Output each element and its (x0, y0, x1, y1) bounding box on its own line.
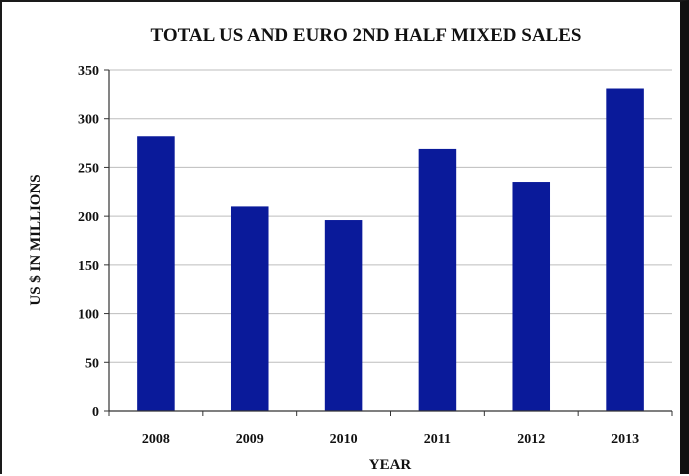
x-tick-label: 2010 (330, 432, 358, 447)
bar-2011 (418, 148, 457, 411)
y-axis-ticks: 0 50 100 150 200 250 300 350 (78, 64, 109, 420)
bars (137, 88, 644, 412)
bar-2012 (512, 182, 551, 411)
x-tick-label: 2011 (424, 432, 451, 447)
x-tick-label: 2013 (611, 432, 639, 447)
y-tick-label: 200 (78, 210, 99, 225)
y-tick-label: 150 (78, 259, 99, 274)
y-axis-title: US $ IN MILLIONS (28, 174, 44, 305)
x-tick-label: 2008 (142, 432, 170, 447)
x-axis-ticks: 2008 2009 2010 2011 2012 2013 (108, 411, 673, 447)
bar-2013 (606, 88, 644, 412)
bar-2008 (137, 136, 175, 411)
bar-2009 (230, 206, 269, 411)
y-tick-label: 50 (85, 356, 99, 371)
y-tick-label: 0 (92, 405, 99, 420)
x-tick-label: 2012 (517, 432, 545, 447)
y-tick-label: 300 (78, 113, 99, 128)
gridlines (109, 69, 672, 363)
y-tick-label: 100 (78, 308, 99, 323)
y-tick-label: 250 (78, 161, 99, 176)
x-tick-label: 2009 (236, 432, 264, 447)
bar-2010 (324, 220, 363, 411)
x-axis-title: YEAR (369, 457, 412, 473)
y-tick-label: 350 (78, 64, 99, 79)
chart-title: TOTAL US AND EURO 2ND HALF MIXED SALES (151, 25, 582, 46)
